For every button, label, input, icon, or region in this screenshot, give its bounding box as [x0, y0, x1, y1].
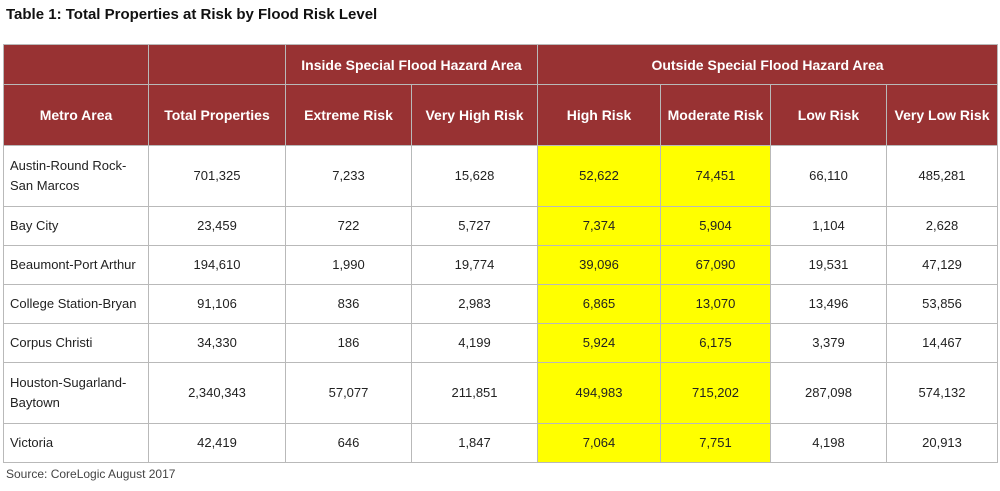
table-row: Houston-Sugarland-Baytown 2,340,343 57,0… [3, 362, 999, 424]
table-row: Corpus Christi 34,330 186 4,199 5,924 6,… [3, 323, 999, 363]
cell-high: 494,983 [537, 362, 661, 424]
group-header-outside: Outside Special Flood Hazard Area [536, 44, 999, 85]
table-row: Austin-Round Rock-San Marcos 701,325 7,2… [3, 145, 999, 207]
cell-metro: College Station-Bryan [3, 284, 149, 324]
cell-very-low: 20,913 [885, 423, 999, 463]
cell-total: 194,610 [148, 245, 286, 285]
cell-high: 7,374 [537, 206, 661, 246]
col-header-moderate: Moderate Risk [660, 84, 771, 146]
cell-low: 66,110 [770, 145, 887, 207]
cell-total: 91,106 [148, 284, 286, 324]
cell-extreme: 7,233 [285, 145, 412, 207]
cell-high: 7,064 [537, 423, 661, 463]
cell-very-high: 5,727 [411, 206, 538, 246]
cell-very-high: 19,774 [411, 245, 538, 285]
table-row: Bay City 23,459 722 5,727 7,374 5,904 1,… [3, 206, 999, 246]
cell-metro: Victoria [3, 423, 149, 463]
cell-very-low: 574,132 [885, 362, 999, 424]
cell-high: 5,924 [537, 323, 661, 363]
cell-low: 1,104 [770, 206, 887, 246]
table-row: College Station-Bryan 91,106 836 2,983 6… [3, 284, 999, 324]
cell-extreme: 836 [285, 284, 412, 324]
cell-metro: Austin-Round Rock-San Marcos [3, 145, 149, 207]
cell-very-high: 4,199 [411, 323, 538, 363]
col-header-very-low: Very Low Risk [885, 84, 999, 146]
cell-very-low: 53,856 [885, 284, 999, 324]
col-header-total: Total Properties [148, 84, 286, 146]
col-header-extreme: Extreme Risk [285, 84, 412, 146]
cell-moderate: 13,070 [660, 284, 771, 324]
cell-extreme: 722 [285, 206, 412, 246]
cell-metro: Houston-Sugarland-Baytown [3, 362, 149, 424]
flood-risk-table: Inside Special Flood Hazard Area Outside… [3, 44, 999, 463]
cell-total: 23,459 [148, 206, 286, 246]
cell-high: 39,096 [537, 245, 661, 285]
cell-very-low: 14,467 [885, 323, 999, 363]
cell-very-high: 1,847 [411, 423, 538, 463]
cell-low: 287,098 [770, 362, 887, 424]
cell-low: 19,531 [770, 245, 887, 285]
table-row: Victoria 42,419 646 1,847 7,064 7,751 4,… [3, 423, 999, 463]
cell-extreme: 1,990 [285, 245, 412, 285]
group-header-row: Inside Special Flood Hazard Area Outside… [3, 44, 999, 85]
cell-extreme: 186 [285, 323, 412, 363]
cell-metro: Beaumont-Port Arthur [3, 245, 149, 285]
cell-very-low: 47,129 [885, 245, 999, 285]
cell-total: 2,340,343 [148, 362, 286, 424]
cell-low: 4,198 [770, 423, 887, 463]
col-header-metro: Metro Area [3, 84, 149, 146]
table-title: Table 1: Total Properties at Risk by Flo… [6, 6, 378, 23]
table-row: Beaumont-Port Arthur 194,610 1,990 19,77… [3, 245, 999, 285]
cell-moderate: 5,904 [660, 206, 771, 246]
cell-very-high: 211,851 [411, 362, 538, 424]
group-header-empty-total [148, 44, 286, 85]
cell-low: 3,379 [770, 323, 887, 363]
cell-total: 42,419 [148, 423, 286, 463]
group-header-empty-metro [3, 44, 149, 85]
col-header-very-high: Very High Risk [411, 84, 538, 146]
cell-high: 52,622 [537, 145, 661, 207]
column-header-row: Metro Area Total Properties Extreme Risk… [3, 84, 999, 146]
cell-metro: Corpus Christi [3, 323, 149, 363]
cell-total: 34,330 [148, 323, 286, 363]
group-header-inside: Inside Special Flood Hazard Area [285, 44, 538, 85]
cell-moderate: 6,175 [660, 323, 771, 363]
cell-very-high: 15,628 [411, 145, 538, 207]
cell-total: 701,325 [148, 145, 286, 207]
cell-extreme: 57,077 [285, 362, 412, 424]
col-header-high: High Risk [537, 84, 661, 146]
cell-very-low: 2,628 [885, 206, 999, 246]
cell-very-high: 2,983 [411, 284, 538, 324]
cell-moderate: 7,751 [660, 423, 771, 463]
cell-extreme: 646 [285, 423, 412, 463]
cell-low: 13,496 [770, 284, 887, 324]
cell-high: 6,865 [537, 284, 661, 324]
cell-very-low: 485,281 [885, 145, 999, 207]
source-note: Source: CoreLogic August 2017 [6, 467, 176, 481]
cell-moderate: 67,090 [660, 245, 771, 285]
col-header-low: Low Risk [770, 84, 887, 146]
cell-moderate: 715,202 [660, 362, 771, 424]
cell-moderate: 74,451 [660, 145, 771, 207]
cell-metro: Bay City [3, 206, 149, 246]
